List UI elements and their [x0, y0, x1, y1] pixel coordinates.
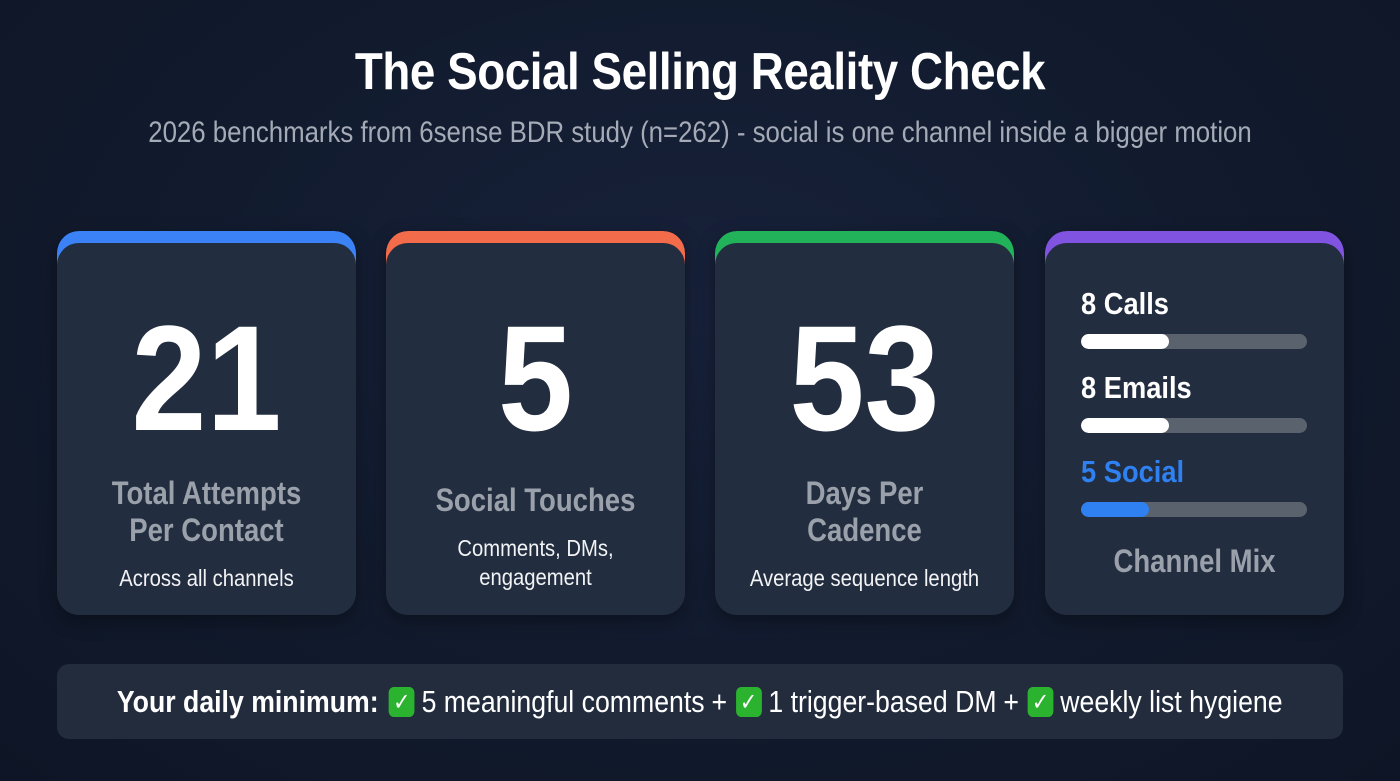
channel-mix-fill [1081, 334, 1170, 349]
check-mark-icon: ✓ [389, 686, 415, 717]
daily-minimum-banner: Your daily minimum: ✓ 5 meaningful comme… [57, 664, 1343, 739]
check-mark-icon: ✓ [735, 686, 762, 717]
channel-mix-row-calls: 8 Calls [1081, 286, 1307, 349]
channel-mix-card: 8 Calls 8 Emails 5 Social Channel Mix [1045, 231, 1344, 615]
stat-sub-line1: Average sequence length [749, 565, 980, 591]
card-body: 5 Social Touches Comments, DMs, engageme… [386, 243, 685, 615]
channel-mix-row-emails: 8 Emails [1081, 370, 1307, 433]
channel-mix-fill [1081, 418, 1170, 433]
stat-value: 21 [131, 294, 282, 462]
page-title: The Social Selling Reality Check [354, 43, 1046, 101]
channel-mix-track [1081, 502, 1307, 517]
channel-mix-fill [1081, 502, 1149, 517]
stat-value: 5 [497, 294, 574, 462]
channel-mix-label: 8 Calls [1081, 286, 1169, 321]
banner-item: weekly list hygiene [1060, 683, 1283, 719]
channel-mix-row-social: 5 Social [1081, 454, 1307, 517]
channel-mix-track [1081, 334, 1307, 349]
stat-sub-line1: Comments, DMs, [457, 535, 614, 561]
stat-card-total-attempts: 21 Total Attempts Per Contact Across all… [57, 231, 356, 615]
channel-mix-title: Channel Mix [1113, 543, 1276, 579]
channel-mix-label: 8 Emails [1081, 370, 1192, 405]
banner-item: 1 trigger-based DM [768, 683, 997, 719]
stat-label-line1: Total Attempts [111, 475, 302, 511]
banner-content: Your daily minimum: ✓ 5 meaningful comme… [117, 684, 1283, 720]
stat-sub-line2: engagement [479, 564, 592, 590]
card-body: 8 Calls 8 Emails 5 Social Channel Mix [1045, 243, 1344, 615]
card-body: 53 Days Per Cadence Average sequence len… [715, 243, 1014, 615]
stat-label-line1: Days Per [805, 475, 924, 511]
plus-separator: + [1003, 683, 1020, 719]
page-subtitle: 2026 benchmarks from 6sense BDR study (n… [148, 116, 1252, 149]
stat-label-line2: Cadence [807, 512, 922, 548]
channel-mix-label: 5 Social [1081, 454, 1185, 489]
banner-item: 5 meaningful comments [421, 683, 705, 719]
banner-lead: Your daily minimum: [117, 683, 379, 719]
stat-sub-line1: Across all channels [119, 565, 294, 591]
stat-card-days-per-cadence: 53 Days Per Cadence Average sequence len… [715, 231, 1014, 615]
stat-value: 53 [789, 294, 940, 462]
stat-label-line1: Social Touches [435, 482, 636, 518]
stat-card-social-touches: 5 Social Touches Comments, DMs, engageme… [386, 231, 685, 615]
stat-label-line2: Per Contact [129, 512, 284, 548]
channel-mix-track [1081, 418, 1307, 433]
card-body: 21 Total Attempts Per Contact Across all… [57, 243, 356, 615]
plus-separator: + [711, 683, 728, 719]
check-mark-icon: ✓ [1027, 686, 1054, 717]
